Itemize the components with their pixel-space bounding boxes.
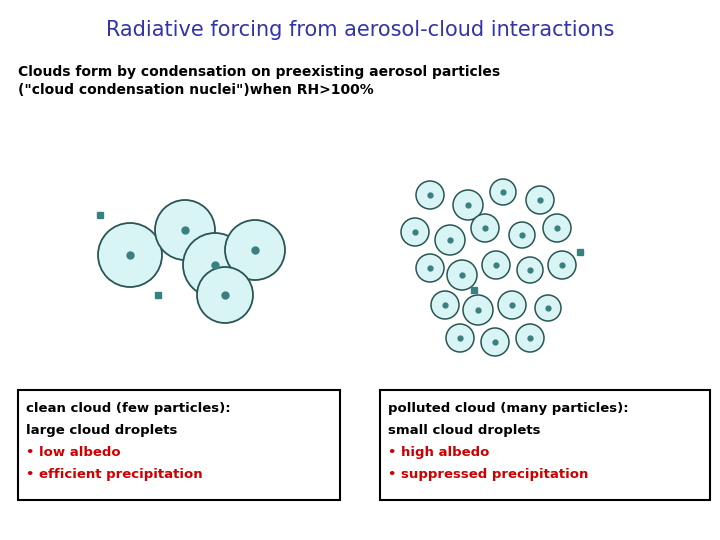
Circle shape — [463, 295, 493, 325]
Circle shape — [490, 179, 516, 205]
Circle shape — [509, 222, 535, 248]
Text: • high albedo: • high albedo — [388, 446, 490, 459]
Circle shape — [155, 200, 215, 260]
Circle shape — [446, 324, 474, 352]
Circle shape — [526, 186, 554, 214]
Circle shape — [471, 214, 499, 242]
Text: ("cloud condensation nuclei")when RH>100%: ("cloud condensation nuclei")when RH>100… — [18, 83, 374, 97]
Circle shape — [516, 324, 544, 352]
Text: Radiative forcing from aerosol-cloud interactions: Radiative forcing from aerosol-cloud int… — [106, 20, 614, 40]
Circle shape — [183, 233, 247, 297]
Text: • low albedo: • low albedo — [26, 446, 121, 459]
Circle shape — [543, 214, 571, 242]
Circle shape — [416, 181, 444, 209]
Circle shape — [481, 328, 509, 356]
Text: small cloud droplets: small cloud droplets — [388, 424, 541, 437]
Circle shape — [225, 220, 285, 280]
Circle shape — [453, 190, 483, 220]
Circle shape — [447, 260, 477, 290]
Text: • suppressed precipitation: • suppressed precipitation — [388, 468, 588, 481]
Circle shape — [498, 291, 526, 319]
Text: Clouds form by condensation on preexisting aerosol particles: Clouds form by condensation on preexisti… — [18, 65, 500, 79]
Circle shape — [416, 254, 444, 282]
Circle shape — [435, 225, 465, 255]
Text: • efficient precipitation: • efficient precipitation — [26, 468, 202, 481]
Circle shape — [482, 251, 510, 279]
Bar — [18, 390, 340, 500]
Text: large cloud droplets: large cloud droplets — [26, 424, 177, 437]
Circle shape — [535, 295, 561, 321]
Bar — [380, 390, 710, 500]
Circle shape — [401, 218, 429, 246]
Text: clean cloud (few particles):: clean cloud (few particles): — [26, 402, 230, 415]
Circle shape — [517, 257, 543, 283]
Circle shape — [98, 223, 162, 287]
Circle shape — [431, 291, 459, 319]
Text: polluted cloud (many particles):: polluted cloud (many particles): — [388, 402, 629, 415]
Circle shape — [548, 251, 576, 279]
Circle shape — [197, 267, 253, 323]
